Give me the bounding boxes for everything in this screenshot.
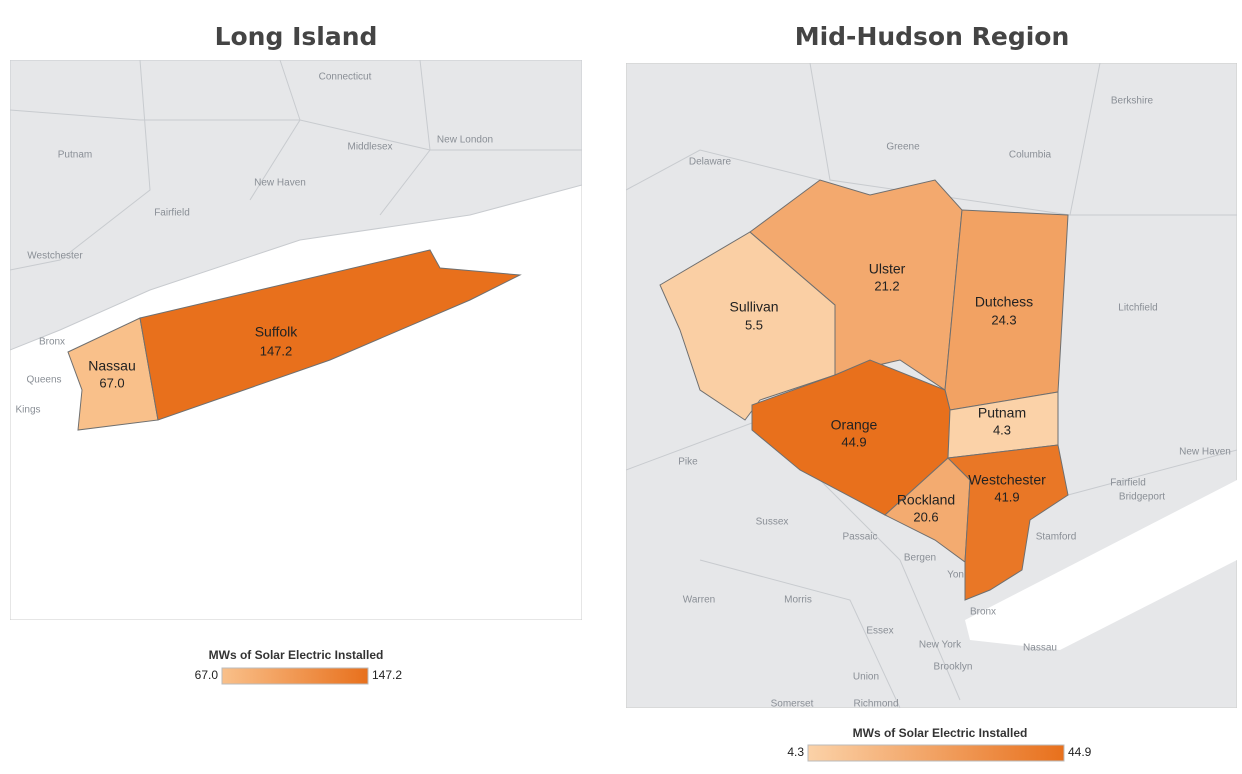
place-label: New York xyxy=(919,640,962,651)
legend-bar xyxy=(221,667,369,685)
place-label: Bridgeport xyxy=(1119,492,1165,503)
place-label: Passaic xyxy=(842,532,877,543)
region xyxy=(139,249,522,421)
place-label: Queens xyxy=(26,375,61,386)
place-label: Berkshire xyxy=(1111,96,1154,107)
region-name: Nassau xyxy=(88,358,135,374)
place-label: Greene xyxy=(886,142,920,153)
place-label: Essex xyxy=(866,626,893,637)
place-label: Delaware xyxy=(689,157,732,168)
region-name: Sullivan xyxy=(729,299,778,315)
place-label: Fairfield xyxy=(1110,478,1146,489)
region-name: Suffolk xyxy=(255,324,299,340)
place-label: New Haven xyxy=(254,178,306,189)
region-name: Orange xyxy=(831,417,878,433)
place-label: Kings xyxy=(15,405,40,416)
place-label: Westchester xyxy=(27,251,83,262)
place-label: Middlesex xyxy=(347,142,392,153)
legend-min: 67.0 xyxy=(195,668,219,682)
place-label: Pike xyxy=(678,457,698,468)
region xyxy=(946,444,1069,601)
place-label: Bergen xyxy=(904,553,936,564)
place-label: Somerset xyxy=(771,699,814,710)
place-label: Bronx xyxy=(39,337,65,348)
region-value: 24.3 xyxy=(991,312,1016,327)
region-name: Westchester xyxy=(968,472,1046,488)
region xyxy=(944,209,1069,411)
place-label: Bronx xyxy=(970,607,996,618)
map: Delaware Greene Columbia Berkshire Litchfiel… xyxy=(659,96,1231,710)
map-title: Mid-Hudson Region xyxy=(795,22,1070,51)
region-value: 147.2 xyxy=(260,343,293,358)
legend-title: MWs of Solar Electric Installed xyxy=(209,648,384,662)
place-label: Sussex xyxy=(756,517,789,528)
place-label: Stamford xyxy=(1036,532,1077,543)
place-label: New Haven xyxy=(1179,447,1231,458)
region-value: 5.5 xyxy=(745,317,763,332)
place-label: Putnam xyxy=(58,150,92,161)
place-label: Connecticut xyxy=(319,72,372,83)
legend-min: 4.3 xyxy=(787,745,804,759)
place-label: Morris xyxy=(784,595,812,606)
map-background xyxy=(626,63,1237,708)
region-value: 4.3 xyxy=(993,422,1011,437)
region-value: 44.9 xyxy=(841,434,866,449)
place-label: New London xyxy=(437,135,493,146)
place-label: Warren xyxy=(683,595,715,606)
place-label: Nassau xyxy=(1023,643,1057,654)
place-label: Columbia xyxy=(1009,150,1052,161)
region-value: 41.9 xyxy=(994,489,1019,504)
region-name: Rockland xyxy=(897,492,955,508)
place-label: Fairfield xyxy=(154,208,190,219)
region-name: Dutchess xyxy=(975,294,1033,310)
place-label: Brooklyn xyxy=(934,662,973,673)
place-label: Litchfield xyxy=(1118,303,1157,314)
place-label: Union xyxy=(853,672,879,683)
region-name: Putnam xyxy=(978,405,1026,421)
region-value: 21.2 xyxy=(874,278,899,293)
place-label: Richmond xyxy=(853,699,898,710)
map-title: Long Island xyxy=(215,22,378,51)
legend-max: 147.2 xyxy=(372,668,402,682)
region xyxy=(67,317,159,431)
legend-bar xyxy=(807,744,1065,762)
map: Connecticut Putnam Middlesex New London New … xyxy=(15,72,522,431)
region-value: 67.0 xyxy=(99,375,124,390)
region-name: Ulster xyxy=(869,261,906,277)
legend-title: MWs of Solar Electric Installed xyxy=(853,726,1028,740)
region-value: 20.6 xyxy=(913,509,938,524)
legend-max: 44.9 xyxy=(1068,745,1092,759)
